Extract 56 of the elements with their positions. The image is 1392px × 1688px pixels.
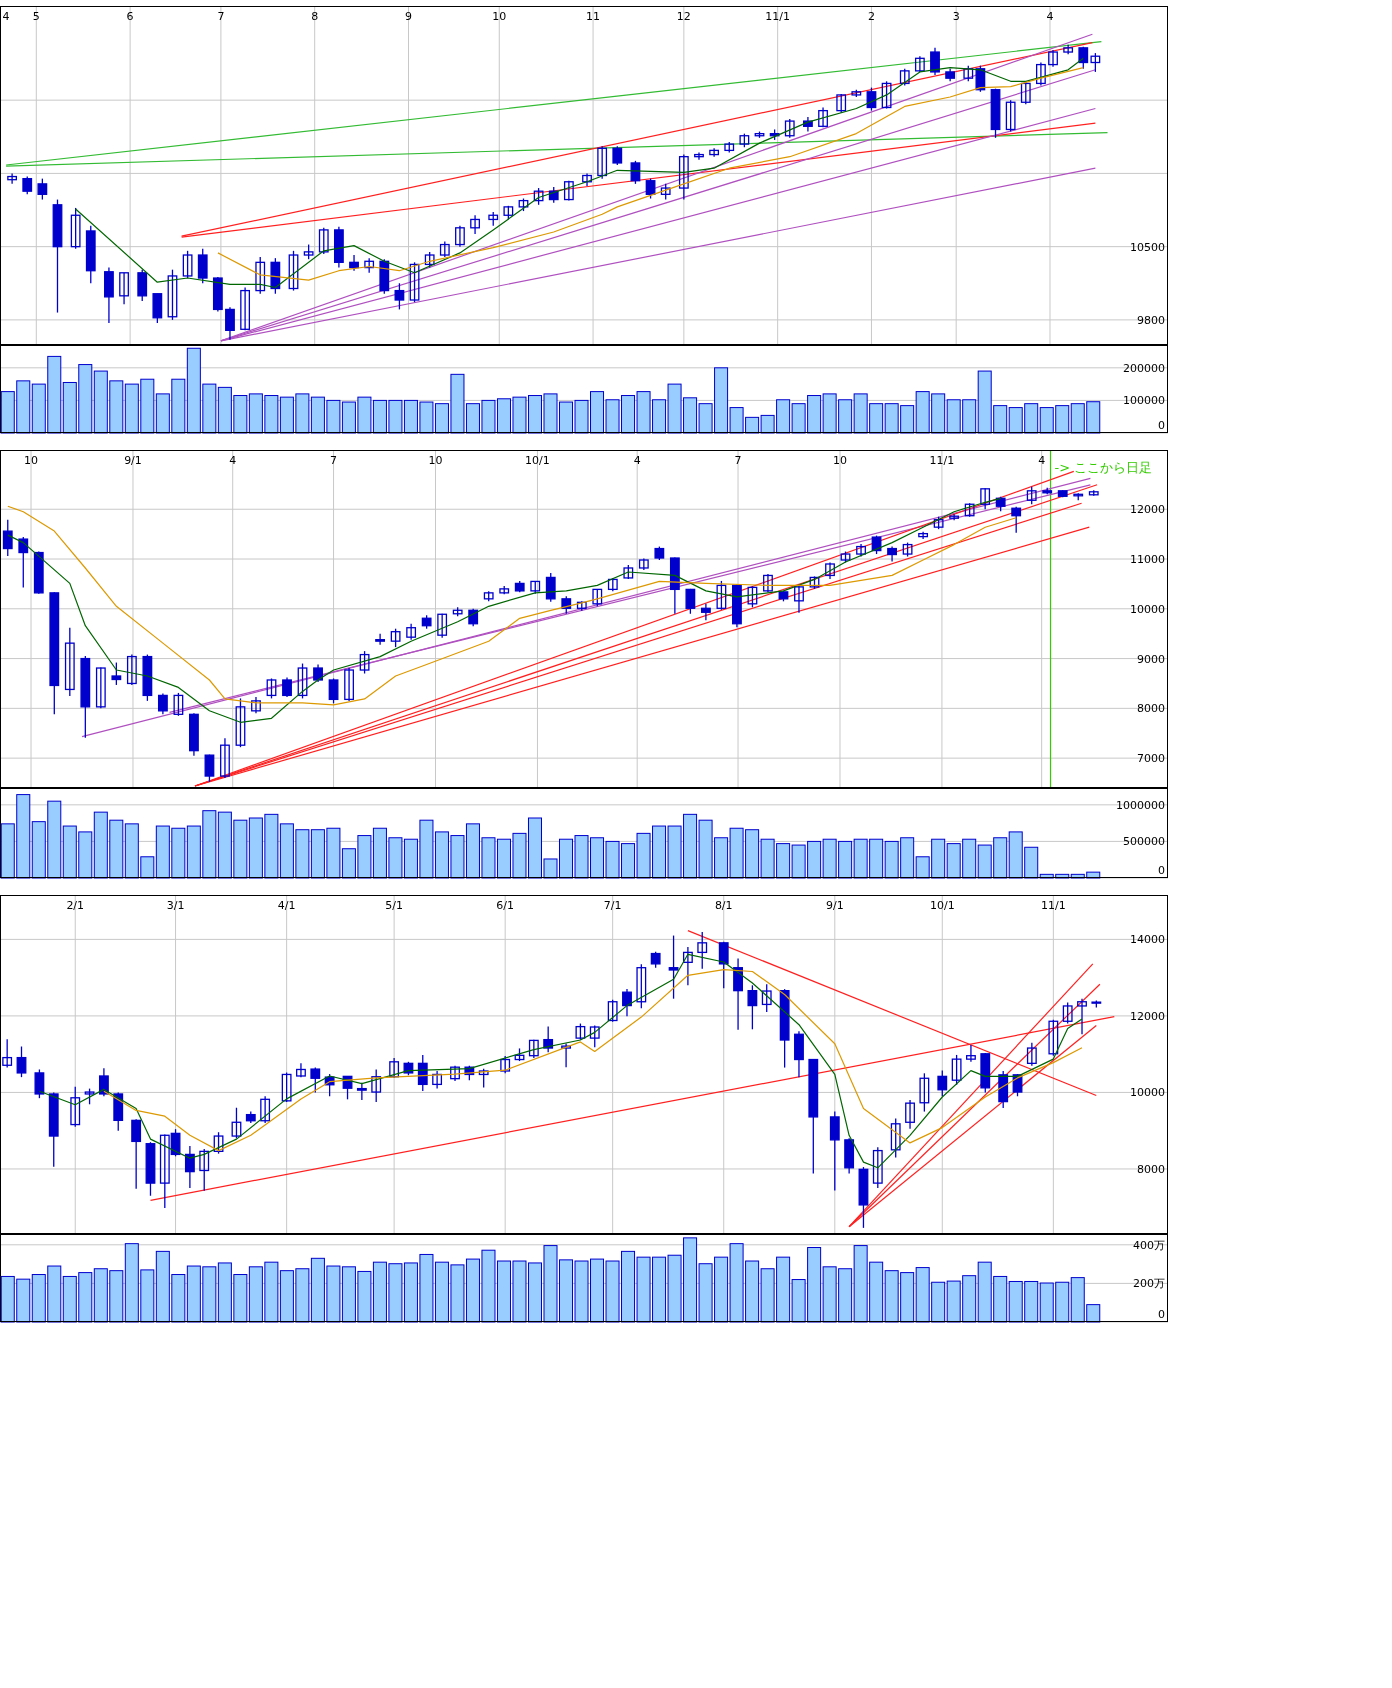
ref-line-label: -> ここから日足	[1054, 460, 1153, 475]
y-tick-label: 10500	[1130, 240, 1165, 254]
y-tick-label: 8000	[1137, 702, 1165, 716]
x-tick-label: 3	[952, 10, 960, 23]
x-tick-label: 10	[24, 454, 39, 467]
y-tick-label: 7000	[1137, 752, 1165, 766]
y-tick-label: 12000	[1130, 503, 1165, 517]
x-tick-label: 2/1	[66, 899, 85, 912]
x-tick-label: 7	[734, 454, 742, 467]
x-tick-label: 11/1	[929, 454, 955, 467]
x-tick-label: 11/1	[1041, 899, 1066, 912]
x-tick-label: 10	[492, 10, 507, 23]
x-tick-label: 12	[676, 10, 691, 23]
x-tick-label: 4	[633, 454, 641, 467]
y-tick-label: 0	[1158, 864, 1165, 877]
y-tick-label: 9800	[1137, 313, 1165, 327]
x-tick-label: 8	[311, 10, 319, 23]
y-tick-label: 100000	[1123, 394, 1165, 408]
x-tick-label: 4	[229, 454, 237, 467]
x-tick-label: 4/1	[277, 899, 296, 912]
x-tick-label: 7	[217, 10, 225, 23]
x-tick-label: 11	[586, 10, 601, 23]
x-tick-label: 10/1	[525, 454, 550, 467]
y-tick-label: 11000	[1130, 553, 1165, 567]
y-tick-label: 0	[1158, 419, 1165, 432]
x-tick-label: 5/1	[385, 899, 403, 912]
y-tick-label: 0	[1158, 1308, 1165, 1321]
y-tick-label: 200000	[1123, 361, 1165, 375]
x-tick-label: 7/1	[603, 899, 622, 912]
x-tick-label: 11/1	[765, 10, 791, 23]
y-tick-label: 12000	[1130, 1009, 1165, 1023]
x-tick-label: 9/1	[124, 454, 142, 467]
x-tick-label: 10	[832, 454, 847, 467]
x-tick-label: 9/1	[825, 899, 844, 912]
x-tick-label: 7	[330, 454, 338, 467]
y-tick-label: 1000000	[1116, 798, 1165, 812]
x-tick-label: 10/1	[929, 899, 955, 912]
x-tick-label: 2	[867, 10, 875, 23]
x-tick-label: 9	[405, 10, 412, 23]
x-tick-label: 6/1	[496, 899, 515, 912]
y-tick-label: 8000	[1137, 1162, 1165, 1176]
y-tick-label: 10000	[1130, 602, 1165, 616]
x-tick-label: 5	[32, 10, 40, 23]
x-tick-label: 8/1	[714, 899, 733, 912]
x-tick-label: 10	[428, 454, 443, 467]
y-tick-label: 200万	[1133, 1277, 1165, 1291]
y-tick-label: 500000	[1123, 835, 1165, 849]
x-tick-label: 6	[126, 10, 134, 23]
x-tick-label: 3/1	[166, 899, 185, 912]
x-tick-label: 4	[1038, 454, 1046, 467]
y-tick-label: 10000	[1130, 1086, 1165, 1100]
y-tick-label: 14000	[1130, 933, 1165, 947]
y-tick-label: 400万	[1133, 1238, 1165, 1252]
x-tick-label: 4	[2, 10, 10, 23]
y-tick-label: 9000	[1137, 652, 1165, 666]
x-tick-label: 4	[1046, 10, 1054, 23]
